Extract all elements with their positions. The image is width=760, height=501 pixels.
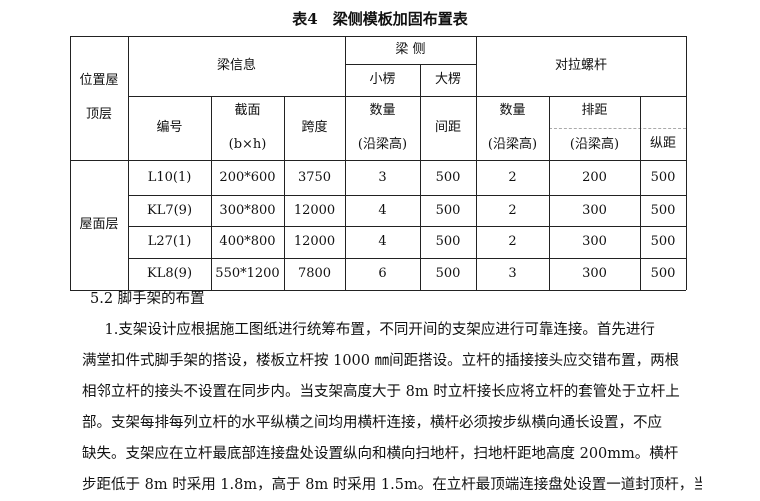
table-cell: 500 xyxy=(650,169,676,185)
table-border xyxy=(284,96,285,290)
table-border xyxy=(70,290,686,291)
header-span: 跨度 xyxy=(301,120,328,135)
table-border xyxy=(128,195,686,196)
table-cell: 12000 xyxy=(293,234,336,249)
header-row-spacing: 排距 (沿梁高) xyxy=(549,96,640,160)
table-cell: 300 xyxy=(582,234,607,249)
table-border xyxy=(128,226,686,227)
table-cell: 500 xyxy=(435,266,461,281)
header-text: (沿梁高) xyxy=(569,137,620,152)
header-text: 顶层 xyxy=(85,107,112,122)
table-cell: 2 xyxy=(508,202,517,218)
table-cell: 300 xyxy=(582,202,607,218)
header-location: 位置屋 顶层 xyxy=(70,36,128,160)
header-big-rib: 大楞 xyxy=(434,72,461,87)
header-text: 排距 xyxy=(581,103,608,118)
table-border xyxy=(549,128,686,130)
table-cell: 2 xyxy=(508,169,517,185)
table-cell: 500 xyxy=(435,169,461,185)
table-border xyxy=(686,36,687,290)
header-rod-qty: 数量 (沿梁高) xyxy=(476,96,549,160)
header-qty: 数量 (沿梁高) xyxy=(345,96,420,160)
table-border xyxy=(640,96,641,290)
header-text: (沿梁高) xyxy=(357,137,408,152)
table-cell: L27(1) xyxy=(147,234,192,249)
table-cell: 200 xyxy=(582,169,607,185)
header-text: (b×h) xyxy=(228,137,267,152)
table-border xyxy=(70,36,71,290)
section-heading: 5.2 脚手架的布置 xyxy=(90,291,205,307)
table-title: 表4 梁侧模板加固布置表 xyxy=(292,10,468,28)
table-cell: 500 xyxy=(435,234,461,249)
table-cell: 200*600 xyxy=(219,169,276,185)
table-cell: L10(1) xyxy=(147,169,192,185)
table-border xyxy=(128,258,686,259)
table-border xyxy=(345,64,476,65)
table-border xyxy=(420,64,421,290)
table-border xyxy=(70,36,686,37)
header-beam-info: 梁信息 xyxy=(216,58,256,73)
table-border xyxy=(70,160,686,161)
header-beam-side: 梁 侧 xyxy=(395,42,426,57)
table-cell: 400*800 xyxy=(219,234,276,249)
paragraph-line: 满堂扣件式脚手架的搭设，楼板立杆按 1000 ㎜间距搭设。立杆的插接接头应交错布… xyxy=(82,353,680,369)
table-cell: 3750 xyxy=(297,169,332,185)
table-cell: 4 xyxy=(378,202,387,218)
table-cell: KL7(9) xyxy=(146,202,193,218)
header-spacing: 间距 xyxy=(434,120,461,135)
header-long-spacing: 纵距 xyxy=(649,136,676,151)
table-cell: 4 xyxy=(378,234,387,249)
paragraph-line: 步距低于 8m 时采用 1.8m，高于 8m 时采用 1.5m。在立杆最顶端连接… xyxy=(82,477,702,493)
table-cell: 2 xyxy=(508,234,517,249)
header-section: 截面 (b×h) xyxy=(211,96,284,160)
table-cell: 300 xyxy=(582,266,607,281)
table-cell: 3 xyxy=(508,266,517,281)
table-border xyxy=(476,36,477,290)
header-text: 位置屋 xyxy=(79,73,119,88)
paragraph-line: 相邻立杆的接头不设置在同步内。当支架高度大于 8m 时立杆接长应将立杆的套管处于… xyxy=(82,384,680,400)
header-text: 数量 xyxy=(369,103,396,118)
paragraph-line: 部。支架每排每列立杆的水平纵横之间均用横杆连接，横杆必须按步纵横向通长设置，不应 xyxy=(82,415,662,431)
paragraph-line: 1.支架设计应根据施工图纸进行统筹布置，不同开间的支架应进行可靠连接。首先进行 xyxy=(90,322,655,338)
table-cell: 500 xyxy=(650,202,676,218)
table-cell: 500 xyxy=(435,202,461,218)
header-tie-rod: 对拉螺杆 xyxy=(554,58,607,73)
header-text: 截面 xyxy=(234,103,261,118)
table-border xyxy=(211,96,212,290)
location-cell: 屋面层 xyxy=(79,217,119,232)
table-cell: 500 xyxy=(650,266,676,281)
table-cell: 12000 xyxy=(293,202,336,218)
table-cell: 300*800 xyxy=(219,202,276,218)
header-text: 数量 xyxy=(499,103,526,118)
table-border xyxy=(128,36,129,290)
paragraph-line: 缺失。支架应在立杆最底部连接盘处设置纵向和横向扫地杆，扫地杆距地高度 200mm… xyxy=(82,446,679,462)
table-cell: 6 xyxy=(378,266,387,281)
table-border xyxy=(345,36,346,290)
header-small-rib: 小楞 xyxy=(369,72,396,87)
header-code: 编号 xyxy=(156,120,183,135)
table-border xyxy=(549,96,550,290)
table-cell: 3 xyxy=(378,169,387,185)
table-border xyxy=(128,96,686,97)
table-cell: 500 xyxy=(650,234,676,249)
table-cell: 7800 xyxy=(297,266,332,281)
header-text: (沿梁高) xyxy=(487,137,538,152)
table-cell: 550*1200 xyxy=(215,266,280,281)
table-cell: KL8(9) xyxy=(146,266,193,281)
